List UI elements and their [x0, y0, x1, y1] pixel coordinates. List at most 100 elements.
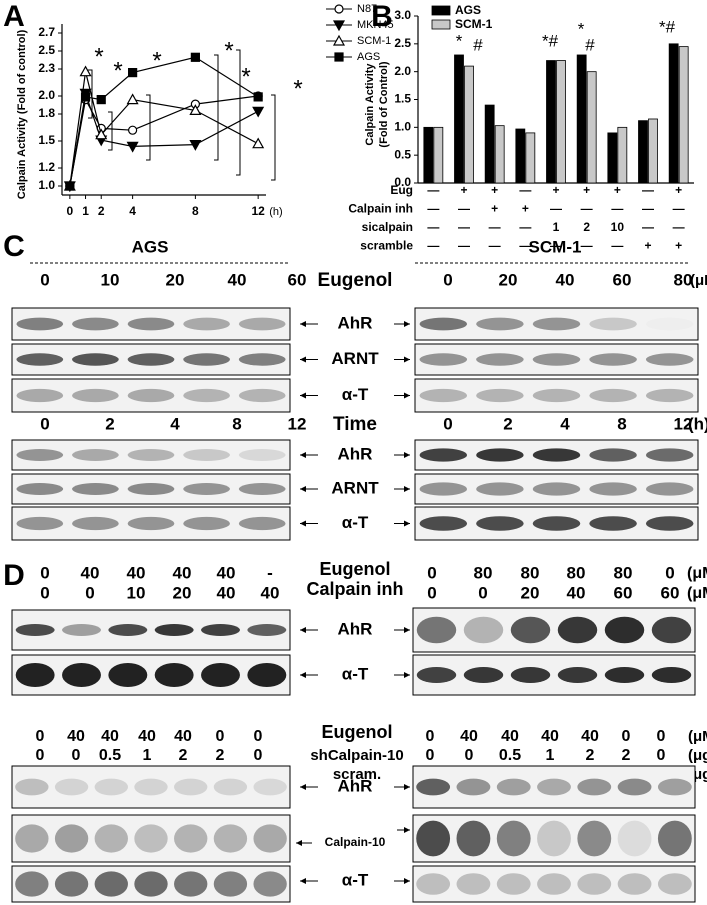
lane-label: 60 [614, 583, 633, 602]
lane-label: 2 [216, 747, 225, 764]
band [15, 778, 49, 796]
lane-label: 0 [72, 747, 81, 764]
blot-label: Calpain-10 [325, 835, 386, 849]
condition-cell: — [673, 202, 685, 216]
band [419, 516, 468, 531]
y-tick-label: 1.2 [38, 160, 55, 174]
point [126, 93, 139, 105]
lane-label: 10 [127, 583, 146, 602]
x-tick-label: 0 [67, 204, 74, 218]
band [154, 624, 194, 636]
annotation: * [578, 19, 585, 38]
lane-label: 40 [173, 563, 192, 582]
band [604, 616, 645, 644]
band [416, 778, 451, 796]
blot-frame [414, 378, 699, 413]
lane-label: 0 [40, 414, 49, 433]
band [62, 624, 101, 636]
annotation: # [473, 35, 483, 54]
condition-cell: + [460, 183, 467, 197]
treatment-label: Eugenol [322, 722, 393, 742]
band [589, 516, 637, 531]
lane-label: 2 [503, 414, 512, 433]
band [16, 483, 64, 495]
annotation: *# [659, 17, 676, 36]
condition-cell: 1 [553, 220, 560, 234]
blot-label: AhR [338, 444, 373, 463]
condition-cell: — [550, 202, 562, 216]
band [213, 824, 248, 853]
band [557, 667, 598, 683]
band [238, 449, 286, 461]
lane-label: 40 [67, 728, 85, 745]
band [108, 624, 148, 636]
lane-label: 2 [586, 747, 595, 764]
treatment-label: Eugenol [318, 270, 393, 291]
band [15, 663, 55, 687]
condition-cell: — [581, 239, 593, 253]
band [183, 449, 230, 461]
band [557, 616, 598, 644]
band [127, 483, 175, 495]
condition-cell: — [611, 202, 623, 216]
lane-label: 0 [40, 583, 49, 602]
lane-label: 10 [101, 270, 120, 289]
bar [617, 126, 628, 184]
lane-label: 20 [173, 583, 192, 602]
annotation: * [456, 31, 463, 50]
treatment-label: shCalpain-10 [310, 747, 403, 764]
point [189, 140, 202, 151]
band [645, 448, 694, 462]
band [537, 873, 571, 895]
condition-cell: — [519, 239, 531, 253]
band [16, 317, 64, 331]
band [496, 820, 531, 857]
condition-label: sicalpain [362, 220, 413, 234]
lane-label: 0 [427, 583, 436, 602]
band [419, 317, 468, 331]
band [16, 353, 64, 366]
band [532, 516, 581, 531]
lane-label: 0 [40, 270, 49, 289]
lane-label: 40 [581, 728, 599, 745]
blot-frame [11, 654, 291, 696]
bar [454, 54, 464, 184]
bracket [236, 49, 241, 176]
lane-label: 4 [560, 414, 570, 433]
condition-cell: — [489, 220, 501, 234]
condition-cell: — [427, 202, 439, 216]
arrow-head [404, 520, 410, 527]
lane-label: 40 [217, 563, 236, 582]
lane-label: 40 [460, 728, 478, 745]
unit-label: (μM) [687, 565, 707, 582]
band [94, 824, 128, 853]
blot-label: AhR [338, 313, 373, 332]
bar [494, 125, 505, 184]
band [589, 482, 637, 496]
band [54, 778, 89, 796]
bar [638, 120, 648, 184]
blot-label: α-T [342, 513, 369, 532]
band [127, 449, 175, 461]
band [604, 667, 645, 683]
bar [648, 118, 658, 184]
bar [464, 65, 474, 184]
band [247, 624, 287, 636]
blot-label: ARNT [331, 478, 379, 497]
bar [607, 132, 618, 184]
series-line [69, 56, 259, 187]
band [532, 482, 581, 496]
band [510, 616, 551, 644]
band [532, 448, 581, 462]
x-tick-label: 8 [192, 204, 199, 218]
band [416, 616, 457, 644]
point [189, 104, 202, 115]
band [183, 353, 230, 366]
arrow-head [404, 627, 410, 633]
lane-label: 0 [657, 747, 666, 764]
band [213, 871, 248, 897]
lane-label: 1 [143, 747, 152, 764]
band [617, 778, 652, 796]
blot-label: AhR [338, 619, 373, 638]
